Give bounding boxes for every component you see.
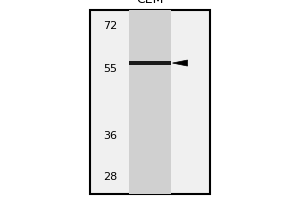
Bar	[129, 10, 171, 194]
Text: 28: 28	[103, 172, 117, 182]
Text: 72: 72	[103, 21, 117, 31]
Polygon shape	[172, 60, 188, 66]
Text: 36: 36	[103, 131, 117, 141]
Bar	[129, 61, 171, 65]
Text: CEM: CEM	[136, 0, 164, 6]
Text: 55: 55	[103, 64, 117, 74]
Bar	[90, 10, 210, 194]
